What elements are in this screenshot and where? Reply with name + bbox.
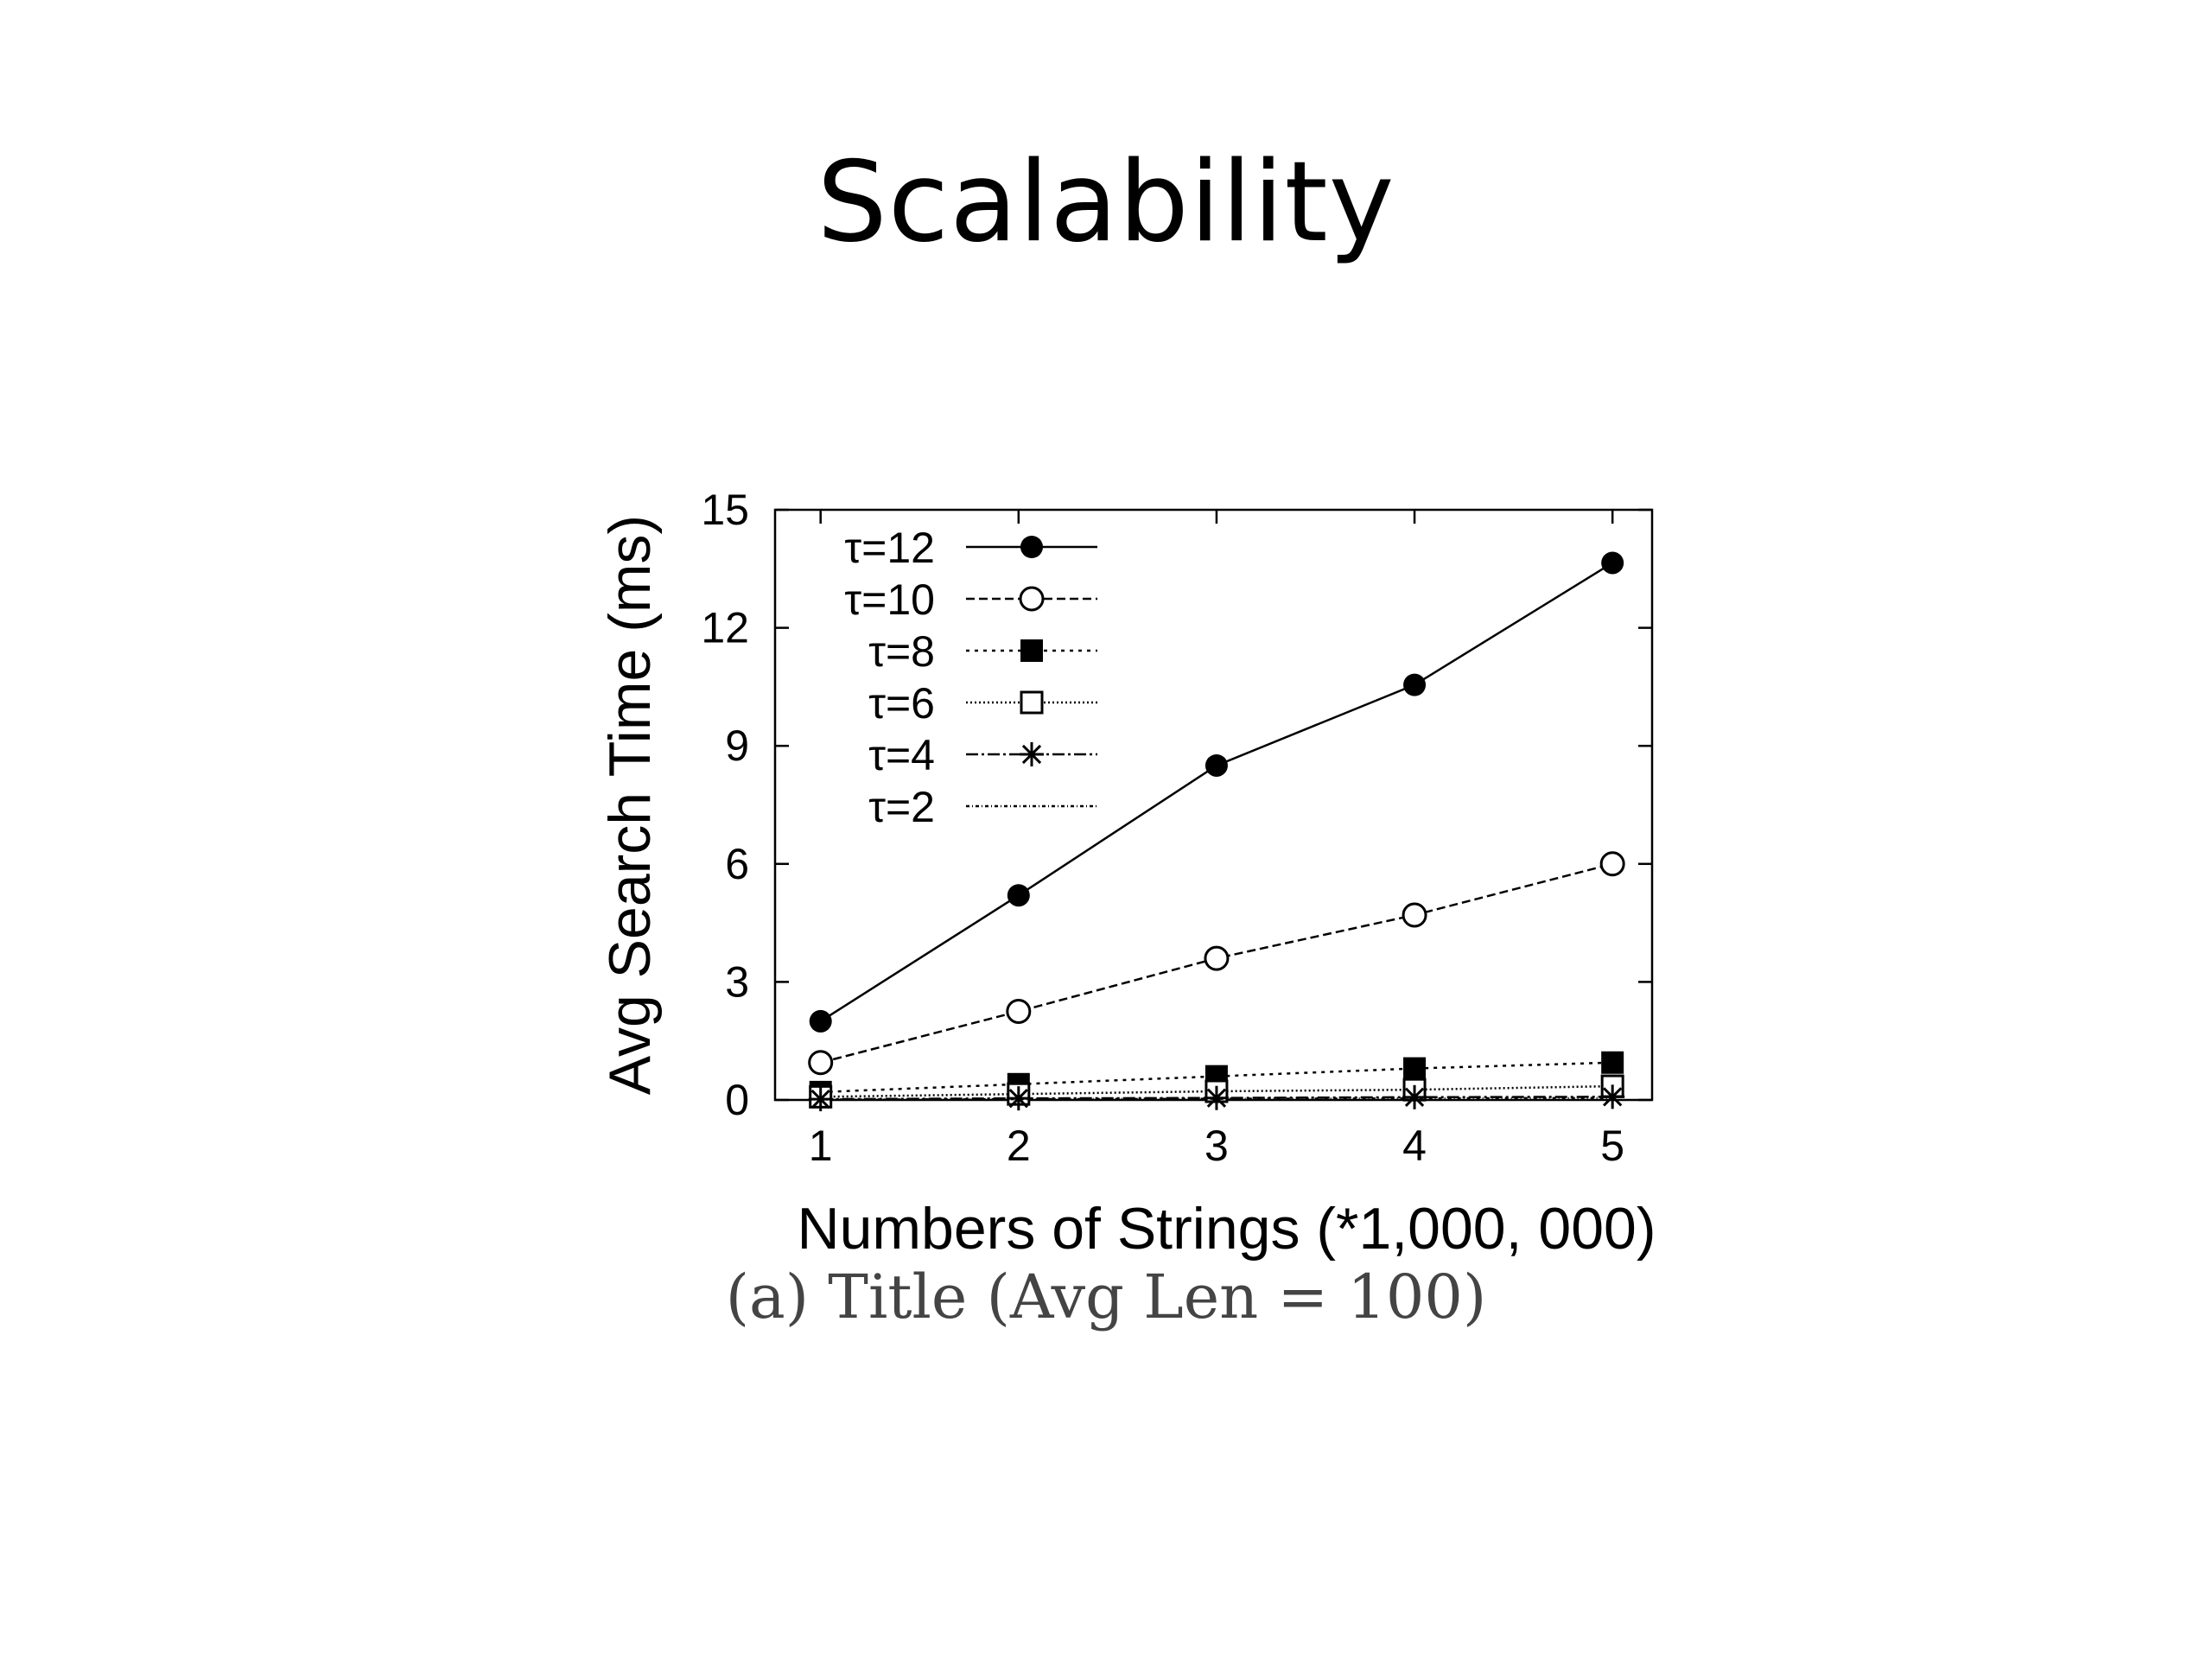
- y-tick-label: 0: [725, 1076, 749, 1124]
- legend-marker: [1020, 536, 1043, 558]
- data-point: [1205, 753, 1228, 777]
- legend-label: τ=6: [868, 679, 935, 728]
- legend-label: τ=2: [868, 783, 935, 831]
- data-point: [1599, 851, 1625, 877]
- x-tick-label: 1: [809, 1122, 833, 1170]
- x-tick-label: 2: [1007, 1122, 1031, 1170]
- data-point: [1600, 1084, 1625, 1109]
- x-axis-label: Numbers of Strings (*1,000, 000): [797, 1196, 1656, 1262]
- chart-legend: τ=12τ=10τ=8τ=6τ=4τ=2: [844, 524, 1097, 831]
- figure-caption: (a) Title (Avg Len = 100): [725, 1262, 1487, 1332]
- legend-label: τ=10: [844, 575, 935, 624]
- data-point: [808, 1050, 834, 1076]
- y-tick-label: 12: [701, 604, 749, 652]
- data-point: [1402, 902, 1427, 928]
- y-tick-label: 3: [725, 957, 749, 1006]
- chart-plot-area: [808, 551, 1625, 1112]
- legend-marker: [1020, 639, 1043, 662]
- series-line-3: [820, 1061, 1613, 1094]
- slide-title: Scalability: [817, 138, 1395, 267]
- data-point: [1403, 673, 1427, 696]
- series-line-6: [820, 1096, 1613, 1101]
- data-point: [809, 1009, 832, 1033]
- x-tick-label: 4: [1402, 1122, 1427, 1170]
- data-point: [1403, 1057, 1427, 1080]
- data-point: [1601, 551, 1624, 575]
- data-point: [1007, 884, 1030, 907]
- y-axis-label: Avg Search Time (ms): [597, 515, 663, 1095]
- x-tick-label: 3: [1205, 1122, 1229, 1170]
- y-tick-label: 15: [701, 486, 749, 534]
- legend-marker: [1020, 742, 1044, 766]
- data-point: [1204, 945, 1230, 971]
- legend-label: τ=12: [844, 524, 935, 572]
- legend-marker: [1020, 690, 1044, 715]
- y-tick-label: 9: [725, 721, 749, 770]
- legend-marker: [1019, 586, 1045, 612]
- data-point: [1601, 1051, 1624, 1074]
- y-tick-label: 6: [725, 840, 749, 888]
- legend-label: τ=4: [868, 731, 935, 779]
- data-point: [1006, 999, 1032, 1025]
- legend-label: τ=8: [868, 627, 935, 676]
- data-point: [1402, 1084, 1427, 1109]
- x-tick-label: 5: [1600, 1122, 1624, 1170]
